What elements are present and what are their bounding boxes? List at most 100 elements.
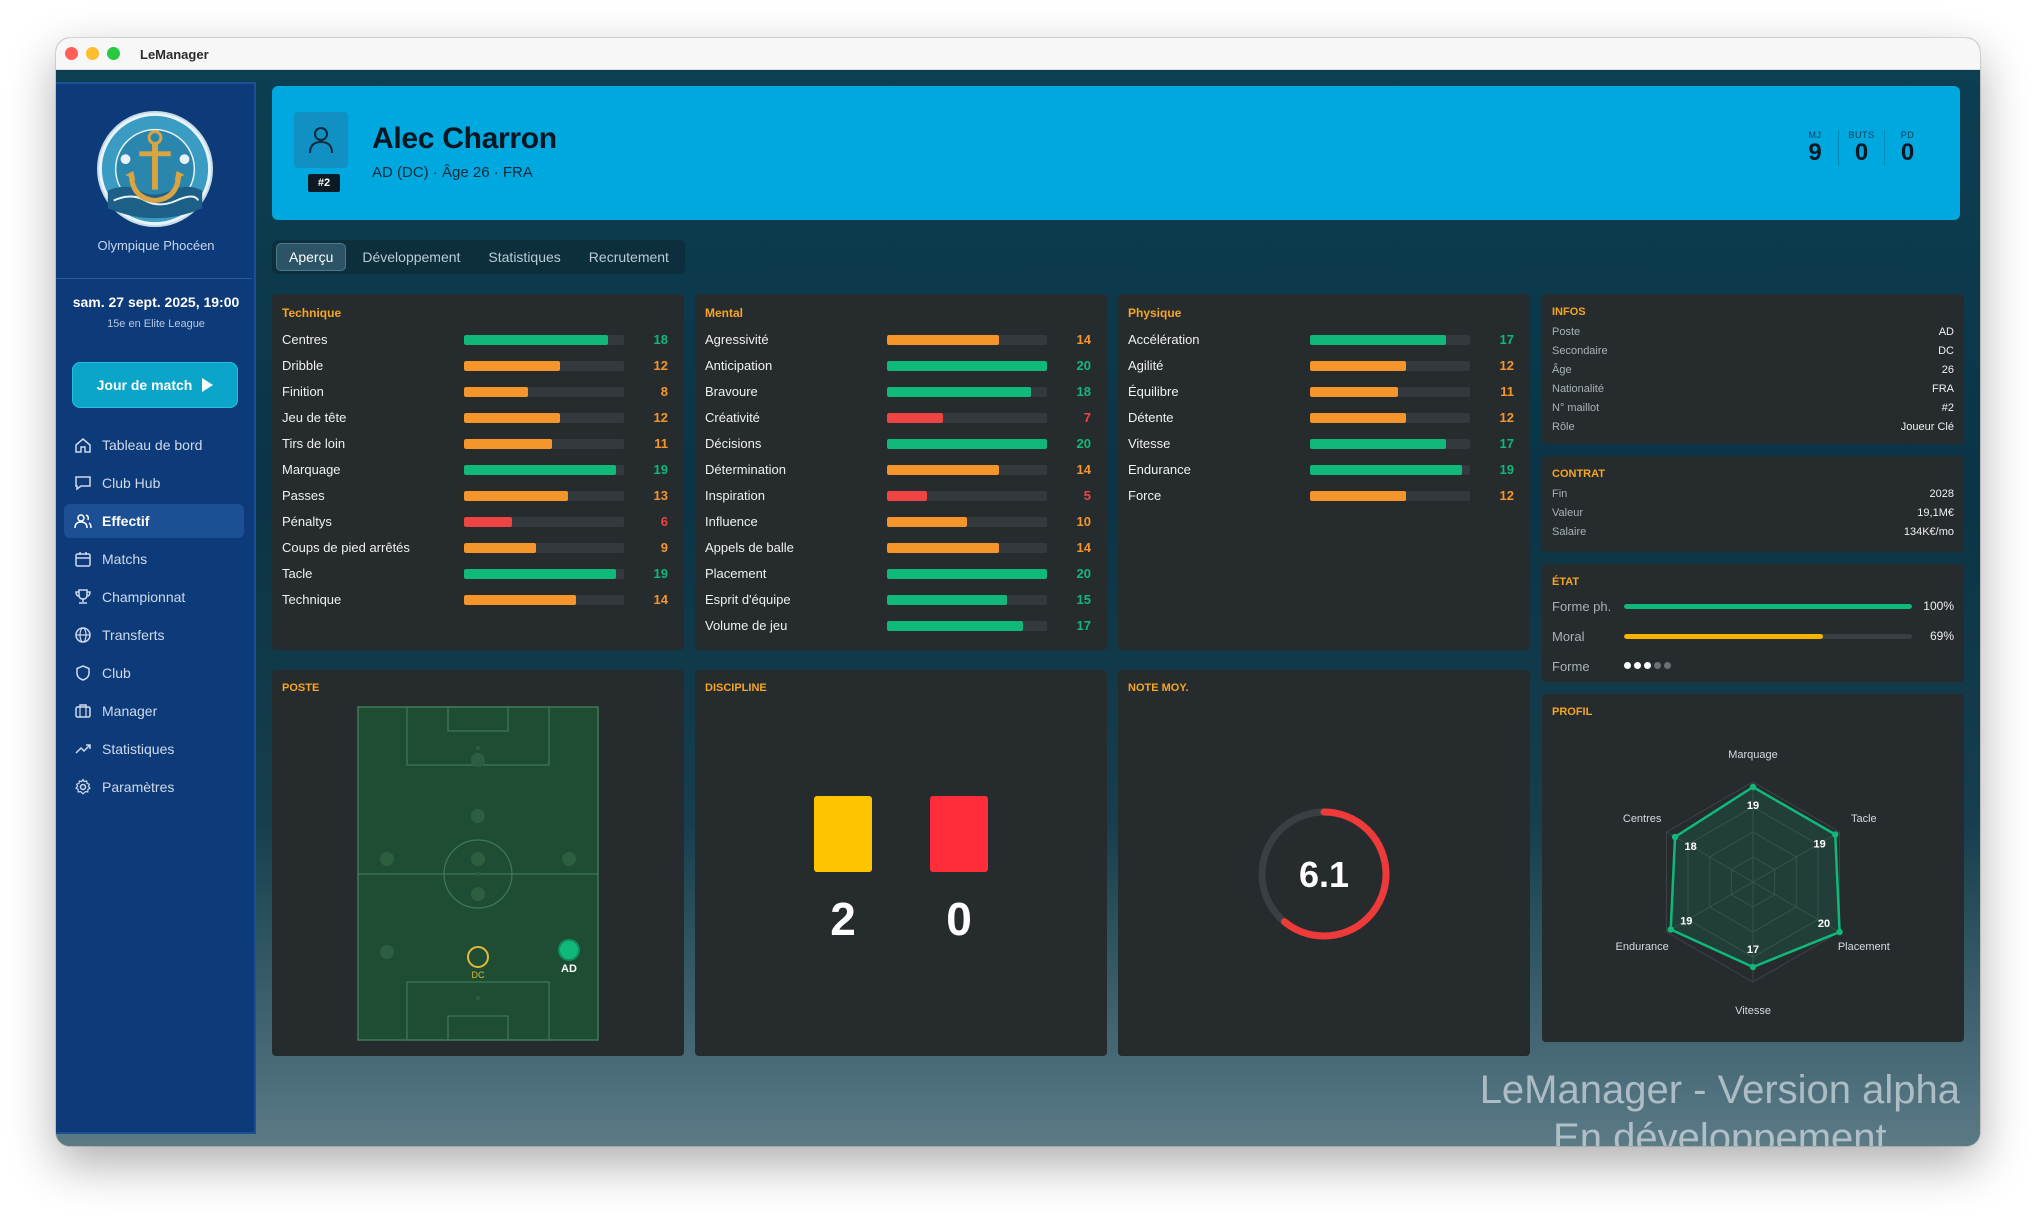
attribute-name: Volume de jeu [705, 618, 788, 633]
calendar-icon [75, 552, 91, 567]
radar-axis-line [1752, 881, 1840, 933]
info-value: 2028 [1929, 488, 1954, 500]
position-marker [562, 852, 576, 866]
tab-recrutement[interactable]: Recrutement [588, 249, 669, 265]
mental-card: Mental Agressivité 14 Anticipation 20 Bravou… [695, 294, 1107, 650]
stat-goals: BUTS 0 [1838, 130, 1884, 166]
radar-axis-line [1752, 831, 1840, 883]
attribute-name: Appels de balle [705, 540, 794, 555]
user-icon [309, 127, 333, 154]
sidebar-item-label: Effectif [102, 513, 150, 529]
form-dot [1654, 662, 1661, 669]
sidebar-item-matchs[interactable]: Matchs [64, 542, 244, 576]
attribute-bar [1310, 439, 1446, 449]
attribute-bar [1310, 465, 1462, 475]
attribute-name: Décisions [705, 436, 762, 451]
sidebar-item-label: Statistiques [102, 741, 175, 757]
sidebar-item-tableau-de-bord[interactable]: Tableau de bord [64, 428, 244, 462]
sidebar-item-effectif[interactable]: Effectif [64, 504, 244, 538]
minimize-window-button[interactable] [86, 47, 99, 60]
radar-value-label: 19 [1680, 916, 1692, 928]
player-subtitle: AD (DC) · Âge 26 · FRA [372, 164, 533, 181]
radar-axis-label: Centres [1623, 813, 1662, 825]
attribute-track [887, 621, 1047, 631]
shield-icon [76, 665, 90, 681]
attribute-value: 20 [1076, 566, 1091, 581]
attribute-value: 6 [660, 514, 668, 529]
watermark-line-1: LeManager - Version alpha [1479, 1068, 1960, 1112]
radar-value-label: 20 [1818, 918, 1830, 930]
attribute-name: Passes [282, 488, 325, 503]
attribute-name: Placement [705, 566, 767, 581]
attribute-row: Détente 12 [1128, 408, 1524, 428]
sidebar-item-club[interactable]: Club [64, 656, 244, 690]
info-row: Fin 2028 [1552, 486, 1954, 505]
info-row: Secondaire DC [1552, 343, 1954, 362]
attribute-bar [464, 439, 552, 449]
moral-fill [1624, 634, 1823, 639]
info-value: 19,1M€ [1917, 507, 1954, 519]
attribute-track [464, 491, 624, 501]
attribute-value: 14 [1076, 462, 1091, 477]
profile-radar-chart: 19 19 20 17 19 18 Marquage Tacle Placement Vitess… [1616, 749, 1890, 1017]
maximize-window-button[interactable] [107, 47, 120, 60]
pitch-diagram: DC AD [357, 706, 599, 1041]
tab-developpement[interactable]: Développement [362, 249, 461, 265]
card-title: Physique [1128, 306, 1182, 320]
tab-apercu[interactable]: Aperçu [276, 243, 347, 271]
attribute-track [464, 543, 624, 553]
form-dot [1624, 662, 1631, 669]
attribute-value: 18 [1076, 384, 1091, 399]
attribute-row: Équilibre 11 [1128, 382, 1524, 402]
attribute-value: 15 [1076, 592, 1091, 607]
info-row: Poste AD [1552, 324, 1954, 343]
sidebar-item-param-tres[interactable]: Paramètres [64, 770, 244, 804]
info-label: Secondaire [1552, 345, 1608, 357]
form-dot [1634, 662, 1641, 669]
close-window-button[interactable] [65, 47, 78, 60]
info-value: DC [1938, 345, 1954, 357]
radar-point [1667, 926, 1674, 933]
attribute-name: Agressivité [705, 332, 769, 347]
info-value: 26 [1941, 364, 1954, 376]
attribute-track [1310, 387, 1470, 397]
stat-assists: PD 0 [1884, 130, 1930, 166]
tab-statistiques[interactable]: Statistiques [488, 249, 561, 265]
attribute-value: 12 [653, 410, 668, 425]
attribute-row: Volume de jeu 17 [705, 616, 1101, 636]
position-marker [476, 996, 480, 1000]
match-day-button[interactable]: Jour de match [72, 362, 238, 408]
attribute-track [887, 569, 1047, 579]
attribute-name: Marquage [282, 462, 341, 477]
sidebar-item-label: Matchs [102, 551, 148, 567]
sidebar-item-transferts[interactable]: Transferts [64, 618, 244, 652]
sidebar-item-club-hub[interactable]: Club Hub [64, 466, 244, 500]
info-value: Joueur Clé [1900, 421, 1954, 433]
info-label: Salaire [1552, 526, 1587, 538]
info-label: Poste [1552, 326, 1581, 338]
radar-value-label: 17 [1747, 944, 1759, 956]
attribute-value: 11 [1500, 384, 1514, 399]
gauge-arc [1258, 808, 1390, 940]
sidebar-item-label: Transferts [102, 627, 165, 643]
attribute-name: Agilité [1128, 358, 1164, 373]
card-title: ÉTAT [1552, 576, 1580, 588]
info-label: N° maillot [1552, 402, 1600, 414]
sidebar-item-manager[interactable]: Manager [64, 694, 244, 728]
attribute-row: Centres 18 [282, 330, 678, 350]
radar-axis-line [1666, 881, 1754, 933]
card-title: CONTRAT [1552, 468, 1605, 480]
sidebar-item-championnat[interactable]: Championnat [64, 580, 244, 614]
attribute-value: 19 [1499, 462, 1514, 477]
attribute-bar [887, 335, 999, 345]
club-logo [96, 110, 214, 228]
position-marker [380, 852, 394, 866]
state-label: Forme [1552, 659, 1590, 674]
stat-value: 0 [1854, 139, 1869, 166]
attribute-bar [887, 439, 1047, 449]
attribute-name: Créativité [705, 410, 760, 425]
red-card-count: 0 [946, 893, 972, 945]
primary-position-marker [558, 939, 580, 961]
attribute-value: 14 [653, 592, 668, 607]
sidebar-item-statistiques[interactable]: Statistiques [64, 732, 244, 766]
